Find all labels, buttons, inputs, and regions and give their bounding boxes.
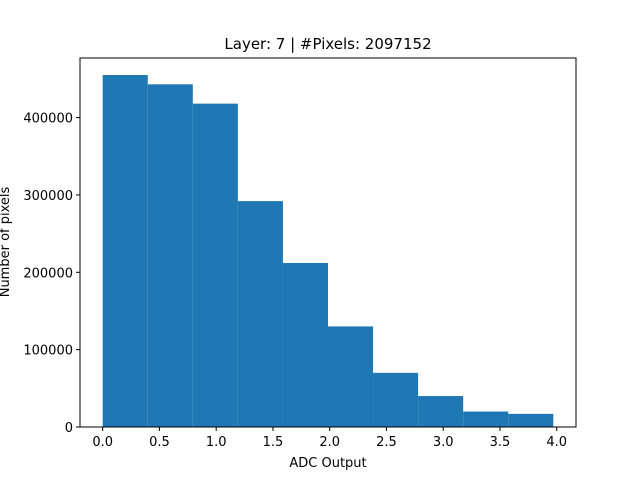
chart-title: Layer: 7 | #Pixels: 2097152: [224, 35, 431, 53]
bars-group: [102, 75, 554, 428]
histogram-bar: [328, 326, 374, 427]
histogram-bar: [463, 411, 509, 427]
x-tick-label: 2.5: [376, 435, 397, 450]
histogram-bar: [237, 201, 283, 427]
histogram-bar: [373, 372, 419, 427]
x-tick-label: 0.0: [92, 435, 113, 450]
histogram-bar: [508, 413, 554, 427]
y-tick-label: 300000: [23, 189, 73, 204]
y-axis-ticks: 0 100000 200000 300000 400000: [23, 112, 80, 436]
y-axis-label: Number of pixels: [0, 186, 13, 297]
y-tick-label: 400000: [23, 112, 73, 127]
histogram-bar: [282, 263, 328, 427]
x-tick-label: 1.0: [206, 435, 227, 450]
y-tick-label: 100000: [23, 344, 73, 359]
histogram-bar: [418, 396, 464, 427]
x-tick-label: 3.0: [433, 435, 454, 450]
histogram-bar: [102, 75, 148, 428]
x-tick-label: 3.5: [490, 435, 511, 450]
x-axis-ticks: 0.0 0.5 1.0 1.5 2.0 2.5 3.0 3.5 4.0: [92, 427, 567, 450]
x-tick-label: 2.0: [319, 435, 340, 450]
y-tick-label: 0: [65, 421, 73, 436]
x-tick-label: 4.0: [546, 435, 567, 450]
x-tick-label: 0.5: [149, 435, 170, 450]
y-tick-label: 200000: [23, 266, 73, 281]
plot-frame: [79, 57, 577, 428]
histogram-bar: [192, 103, 238, 427]
x-axis-label: ADC Output: [289, 456, 366, 471]
x-tick-label: 1.5: [263, 435, 284, 450]
histogram-bar: [147, 84, 193, 428]
